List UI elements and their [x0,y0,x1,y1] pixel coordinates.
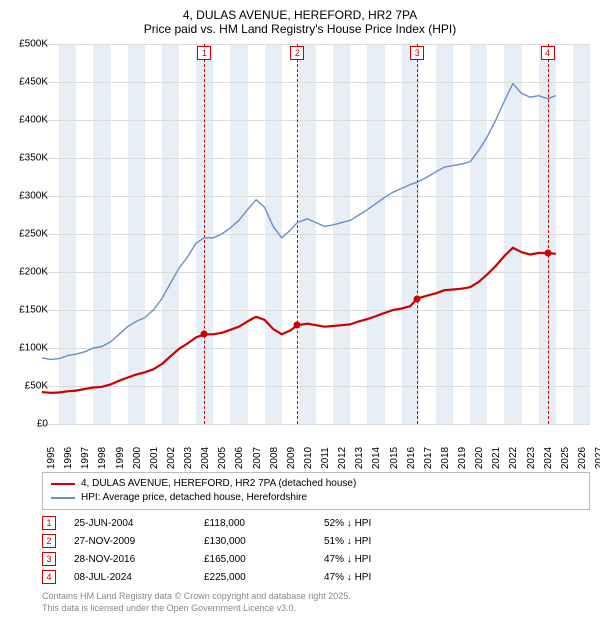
x-tick-label: 1998 [97,447,108,469]
x-tick-label: 2012 [337,447,348,469]
x-tick-label: 2017 [423,447,434,469]
x-tick-label: 2015 [389,447,400,469]
chart-container: 4, DULAS AVENUE, HEREFORD, HR2 7PA Price… [0,0,600,620]
y-tick-label: £100K [4,343,48,354]
legend-swatch-blue [51,497,75,499]
sales-marker: 1 [42,516,56,530]
sales-price: £225,000 [204,572,324,583]
sales-price: £130,000 [204,536,324,547]
x-tick-label: 2020 [474,447,485,469]
sales-diff: 51% ↓ HPI [324,536,444,547]
y-tick-label: £300K [4,191,48,202]
footer-note: Contains HM Land Registry data © Crown c… [42,590,351,614]
sales-marker: 3 [42,552,56,566]
sales-date: 28-NOV-2016 [74,554,204,565]
sales-diff: 47% ↓ HPI [324,572,444,583]
x-tick-label: 2026 [577,447,588,469]
sales-price: £165,000 [204,554,324,565]
sales-diff: 52% ↓ HPI [324,518,444,529]
x-tick-label: 2022 [508,447,519,469]
legend-row-price-paid: 4, DULAS AVENUE, HEREFORD, HR2 7PA (deta… [51,477,581,491]
sales-table: 1 25-JUN-2004£118,00052% ↓ HPI 2 27-NOV-200… [42,514,444,586]
x-tick-label: 2002 [166,447,177,469]
plot-area: 1234 [42,44,590,424]
x-tick-label: 2004 [200,447,211,469]
chart-title-line1: 4, DULAS AVENUE, HEREFORD, HR2 7PA [0,0,600,22]
y-tick-label: £450K [4,77,48,88]
chart-title-line2: Price paid vs. HM Land Registry's House … [0,22,600,40]
x-tick-label: 2027 [594,447,600,469]
x-tick-label: 2023 [526,447,537,469]
chart-lines [42,44,590,424]
y-tick-label: £0 [4,419,48,430]
sales-marker: 2 [42,534,56,548]
x-tick-label: 2003 [183,447,194,469]
x-tick-label: 2010 [303,447,314,469]
y-tick-label: £200K [4,267,48,278]
x-tick-label: 2011 [320,447,331,469]
y-tick-label: £150K [4,305,48,316]
sales-row: 1 25-JUN-2004£118,00052% ↓ HPI [42,514,444,532]
y-tick-label: £50K [4,381,48,392]
x-tick-label: 2005 [217,447,228,469]
x-tick-label: 2014 [371,447,382,469]
sales-date: 25-JUN-2004 [74,518,204,529]
sales-price: £118,000 [204,518,324,529]
legend-label-hpi: HPI: Average price, detached house, Here… [81,491,307,505]
y-tick-label: £350K [4,153,48,164]
series-price_paid [42,248,556,393]
sales-row: 2 27-NOV-2009£130,00051% ↓ HPI [42,532,444,550]
legend-row-hpi: HPI: Average price, detached house, Here… [51,491,581,505]
sales-date: 27-NOV-2009 [74,536,204,547]
y-tick-label: £500K [4,39,48,50]
legend-swatch-red [51,483,75,486]
x-tick-label: 2013 [354,447,365,469]
x-tick-label: 2006 [234,447,245,469]
y-tick-label: £400K [4,115,48,126]
sales-diff: 47% ↓ HPI [324,554,444,565]
x-tick-label: 2009 [286,447,297,469]
x-tick-label: 2025 [560,447,571,469]
gridline [42,424,590,425]
legend-label-price-paid: 4, DULAS AVENUE, HEREFORD, HR2 7PA (deta… [81,477,356,491]
sales-marker: 4 [42,570,56,584]
footer-line1: Contains HM Land Registry data © Crown c… [42,590,351,602]
x-tick-label: 2007 [252,447,263,469]
x-tick-label: 1997 [80,447,91,469]
sales-row: 4 08-JUL-2024£225,00047% ↓ HPI [42,568,444,586]
x-tick-label: 2019 [457,447,468,469]
x-tick-label: 1999 [115,447,126,469]
x-tick-label: 2016 [406,447,417,469]
x-tick-label: 2021 [491,447,502,469]
y-tick-label: £250K [4,229,48,240]
x-tick-label: 2001 [149,447,160,469]
series-hpi [42,84,556,360]
x-tick-label: 2000 [132,447,143,469]
x-tick-label: 2008 [269,447,280,469]
sales-date: 08-JUL-2024 [74,572,204,583]
x-tick-label: 1996 [63,447,74,469]
sales-row: 3 28-NOV-2016£165,00047% ↓ HPI [42,550,444,568]
footer-line2: This data is licensed under the Open Gov… [42,602,351,614]
x-tick-label: 2018 [440,447,451,469]
x-tick-label: 1995 [46,447,57,469]
x-tick-label: 2024 [543,447,554,469]
legend: 4, DULAS AVENUE, HEREFORD, HR2 7PA (deta… [42,472,590,510]
